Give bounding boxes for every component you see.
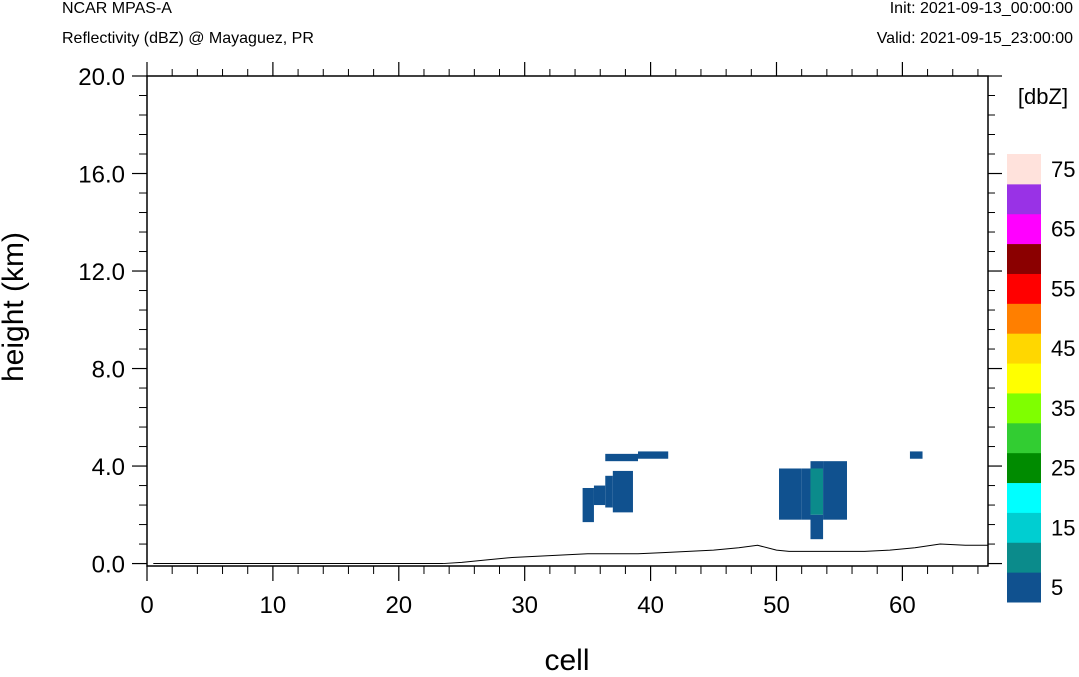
colorbar-tick-label-55: 55: [1051, 276, 1075, 301]
y-axis-title: height (km): [0, 232, 30, 382]
colorbar-tick-label-15: 15: [1051, 515, 1075, 540]
colorbar-segment-5: [1007, 572, 1041, 603]
x-tick-label-4: 40: [637, 592, 664, 619]
y-tick-label-5: 20.0: [78, 64, 125, 91]
reflectivity-cell-8: [810, 468, 824, 515]
reflectivity-cell-3: [612, 470, 633, 513]
y-tick-label-3: 12.0: [78, 259, 125, 286]
reflectivity-cell-7: [801, 468, 811, 520]
reflectivity-cell-1: [593, 485, 606, 506]
plot-subtitle: Reflectivity (dBZ) @ Mayaguez, PR: [62, 30, 314, 47]
colorbar-segment-45: [1007, 333, 1041, 364]
colorbar-tick-label-5: 5: [1051, 575, 1063, 600]
reflectivity-cell-10: [810, 461, 824, 469]
valid-time: Valid: 2021-09-15_23:00:00: [876, 30, 1073, 47]
x-tick-label-5: 50: [763, 592, 790, 619]
colorbar-segment-60: [1007, 243, 1041, 274]
colorbar-tick-label-75: 75: [1051, 157, 1075, 182]
colorbar-segment-30: [1007, 422, 1041, 454]
reflectivity-cell-6: [779, 468, 802, 520]
plot-frame: [146, 75, 989, 567]
x-tick-label-0: 0: [140, 592, 153, 619]
colorbar-tick-label-35: 35: [1051, 396, 1075, 421]
reflectivity-cell-0: [582, 487, 594, 523]
colorbar-segment-55: [1007, 273, 1041, 304]
colorbar-tick-label-25: 25: [1051, 456, 1075, 481]
colorbar-segment-75: [1007, 154, 1041, 185]
x-tick-label-2: 20: [385, 592, 412, 619]
y-tick-label-2: 8.0: [92, 357, 125, 384]
reflectivity-cell-12: [909, 451, 923, 459]
colorbar: 5 15 25 35 45 55 65 75: [1007, 154, 1075, 603]
reflectivity-cell-11: [823, 461, 847, 520]
colorbar-segment-25: [1007, 452, 1041, 484]
terrain-profile: [153, 543, 988, 565]
plot-title: NCAR MPAS-A: [62, 0, 172, 17]
colorbar-segment-40: [1007, 363, 1041, 394]
reflectivity-cell-5: [638, 451, 669, 459]
x-tick-label-3: 30: [511, 592, 538, 619]
x-tick-label-1: 10: [260, 592, 287, 619]
reflectivity-cell-9: [810, 514, 824, 540]
y-tick-label-1: 4.0: [92, 454, 125, 481]
colorbar-unit-label: [dbZ]: [1018, 84, 1068, 109]
init-time: Init: 2021-09-13_00:00:00: [889, 0, 1073, 17]
colorbar-tick-label-45: 45: [1051, 336, 1075, 361]
colorbar-segment-10: [1007, 542, 1041, 573]
reflectivity-cell-2: [605, 475, 613, 508]
reflectivity-cells: [582, 451, 923, 540]
colorbar-segment-15: [1007, 512, 1041, 543]
reflectivity-cell-4: [605, 453, 639, 462]
terrain-line: [153, 543, 988, 565]
y-tick-label-0: 0.0: [92, 552, 125, 579]
axis-tick-labels: 0 10 20 30 40 50 60 0.0 4.0 8.0 12.0 16.0 20.0: [78, 64, 915, 619]
colorbar-segment-70: [1007, 183, 1041, 215]
axis-ticks: [132, 62, 1002, 581]
colorbar-segment-35: [1007, 392, 1041, 424]
x-axis-title: cell: [544, 644, 589, 677]
colorbar-segment-50: [1007, 303, 1041, 334]
colorbar-tick-label-65: 65: [1051, 217, 1075, 242]
colorbar-segment-20: [1007, 482, 1041, 513]
colorbar-segment-65: [1007, 213, 1041, 245]
x-tick-label-6: 60: [889, 592, 916, 619]
y-tick-label-4: 16.0: [78, 162, 125, 189]
